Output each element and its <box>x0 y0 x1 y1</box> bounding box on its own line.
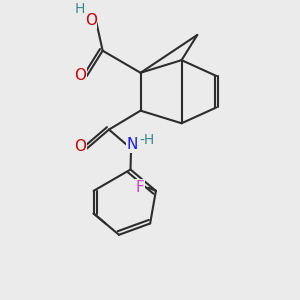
Text: F: F <box>136 180 145 195</box>
Text: O: O <box>74 68 86 83</box>
Text: O: O <box>85 13 97 28</box>
Text: -H: -H <box>139 133 154 147</box>
Text: O: O <box>74 140 86 154</box>
Text: H: H <box>75 2 85 16</box>
Text: N: N <box>127 137 138 152</box>
